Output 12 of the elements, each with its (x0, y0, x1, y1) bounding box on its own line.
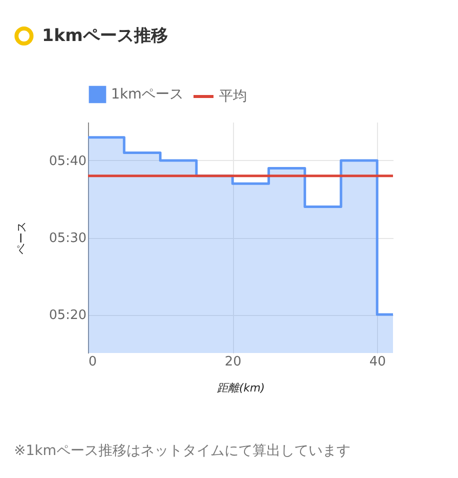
chart-title: 1kmペース推移 (42, 25, 168, 47)
y-tick-label: 05:20 (49, 308, 86, 323)
y-axis-title: ペース (15, 222, 28, 254)
x-tick-label: 0 (88, 354, 97, 370)
legend-label: 平均 (219, 88, 247, 104)
legend-label: 1kmペース (111, 86, 184, 102)
text: ※1kmペース推移はネットタイムにて算出しています (14, 442, 350, 460)
x-tick-label: 40 (369, 354, 386, 370)
y-tick-label: 05:40 (49, 154, 86, 169)
y-tick-label: 05:30 (49, 231, 86, 246)
x-axis-title: 距離(km) (217, 382, 265, 394)
x-tick-label: 20 (224, 354, 242, 370)
